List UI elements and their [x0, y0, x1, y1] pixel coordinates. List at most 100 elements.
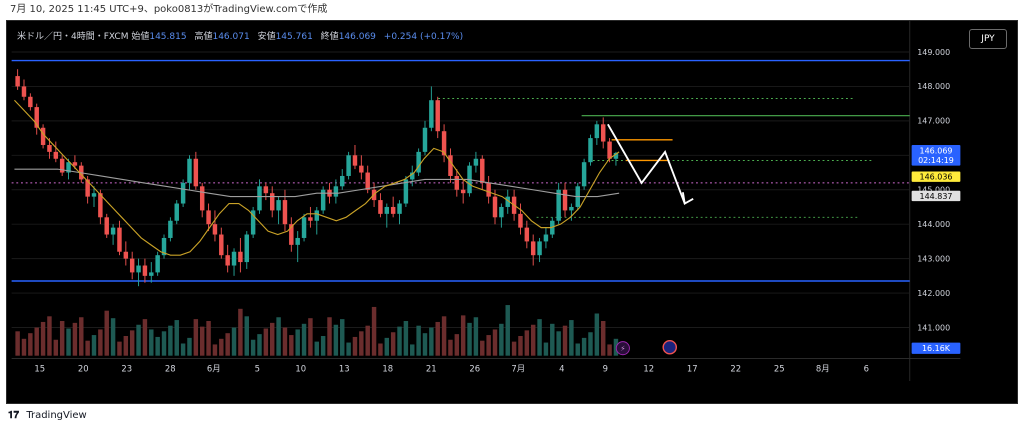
volume-bar: [129, 330, 135, 356]
candle-body: [269, 193, 275, 211]
chart-caption: 7月 10, 2025 11:45 UTC+9、poko0813がTrading…: [10, 4, 328, 15]
volume-bar: [295, 329, 300, 356]
volume-bar: [320, 336, 326, 356]
volume-bar: [155, 336, 160, 356]
volume-bar: [238, 308, 243, 356]
x-tick-label: 15: [34, 364, 45, 374]
chart-frame[interactable]: 149.000148.000147.000146.000145.000144.0…: [6, 20, 1018, 404]
candle-body: [378, 200, 383, 214]
candle-body: [199, 186, 205, 211]
candle-body: [543, 234, 549, 242]
candle-body: [142, 265, 148, 276]
candle-body: [607, 141, 612, 159]
volume-bar: [556, 331, 561, 356]
volume-bar: [346, 342, 351, 356]
x-tick-label: 26: [469, 364, 480, 374]
candle-body: [340, 175, 345, 187]
volume-bar: [594, 313, 600, 356]
volume-bar: [562, 325, 568, 356]
volume-bar: [403, 321, 409, 356]
candle-body: [365, 172, 370, 190]
candle-body: [499, 206, 504, 218]
candle-body: [282, 200, 288, 225]
volume-bar: [59, 321, 65, 356]
candle-body: [180, 182, 186, 204]
volume-bar: [575, 343, 580, 356]
candle-body: [161, 237, 167, 256]
volume-bar: [40, 321, 46, 356]
candle-body: [225, 255, 230, 266]
candle-body: [174, 203, 179, 221]
volume-bar: [85, 340, 90, 356]
candle-body: [473, 158, 479, 166]
fast-moving-average-line: [14, 99, 620, 256]
candle-body: [480, 158, 485, 183]
currency-button[interactable]: JPY: [969, 29, 1007, 49]
candle-body: [524, 227, 530, 242]
candle-body: [155, 255, 160, 273]
volume-bar: [569, 320, 574, 356]
candle-body: [168, 220, 173, 238]
x-tick-label: 20: [78, 364, 89, 374]
volume-bar: [365, 325, 370, 356]
candle-body: [212, 224, 218, 235]
candle-body: [486, 182, 491, 197]
volume-bar: [308, 318, 313, 356]
lightning-event-icon: [615, 341, 630, 356]
candle-body: [66, 162, 71, 173]
candle-body: [410, 172, 415, 180]
volume-bar: [333, 324, 339, 356]
candle-body: [588, 138, 593, 163]
volume-bar: [193, 319, 199, 356]
ma-slow-price-label: 144.837: [920, 192, 953, 201]
candle-body: [15, 76, 20, 87]
volume-bar: [588, 332, 593, 356]
volume-bar: [110, 318, 116, 356]
volume-bar: [410, 344, 415, 356]
volume-bar: [352, 336, 358, 356]
volume-bar: [460, 315, 466, 356]
volume-bar: [537, 319, 542, 356]
candle-body: [47, 144, 52, 152]
volume-bar: [174, 320, 179, 356]
symbol-label: 米ドル／円・4時間・FXCM: [17, 32, 129, 42]
candle-body: [129, 258, 135, 273]
open-label: 始値: [131, 32, 150, 42]
candle-body: [537, 241, 542, 256]
x-tick-label: 21: [426, 364, 437, 374]
high-label: 高値: [194, 32, 213, 42]
price-chart[interactable]: 149.000148.000147.000146.000145.000144.0…: [7, 21, 965, 381]
volume-bar: [397, 326, 402, 356]
ma-fast-price-label-bg: [911, 171, 961, 182]
x-tick-label: 25: [774, 364, 785, 374]
volume-bar: [518, 336, 523, 356]
volume-bar: [505, 305, 510, 356]
candle-body: [238, 251, 243, 263]
x-tick-label: 12: [643, 364, 654, 374]
volume-bar: [117, 341, 122, 356]
volume-bar: [263, 328, 269, 356]
chart-caption-bar: 7月 10, 2025 11:45 UTC+9、poko0813がTrading…: [0, 0, 1024, 20]
projection-arrowhead: [681, 192, 694, 205]
projection-arrow-line: [607, 123, 686, 204]
volume-bar: [378, 343, 383, 356]
candle-body: [117, 227, 122, 252]
volume-bar: [180, 343, 186, 356]
volume-bar: [390, 332, 396, 356]
volume-bar: [289, 335, 294, 356]
ma-slow-price-label-bg: [911, 190, 961, 202]
candle-body: [250, 210, 256, 235]
change-value: +0.254 (+0.17%): [383, 32, 464, 42]
high-value: 146.071: [212, 32, 250, 42]
volume-bar: [91, 335, 97, 356]
y-tick-label: 141.000: [917, 323, 950, 332]
y-tick-label: 143.000: [917, 254, 950, 263]
x-tick-label: 6: [864, 364, 869, 374]
volume-bar: [257, 334, 262, 356]
candle-body: [613, 152, 619, 159]
candle-body: [569, 206, 574, 211]
volume-bar: [314, 341, 320, 356]
volume-bar: [454, 334, 460, 356]
candle-body: [448, 155, 453, 176]
candle-body: [594, 124, 600, 139]
